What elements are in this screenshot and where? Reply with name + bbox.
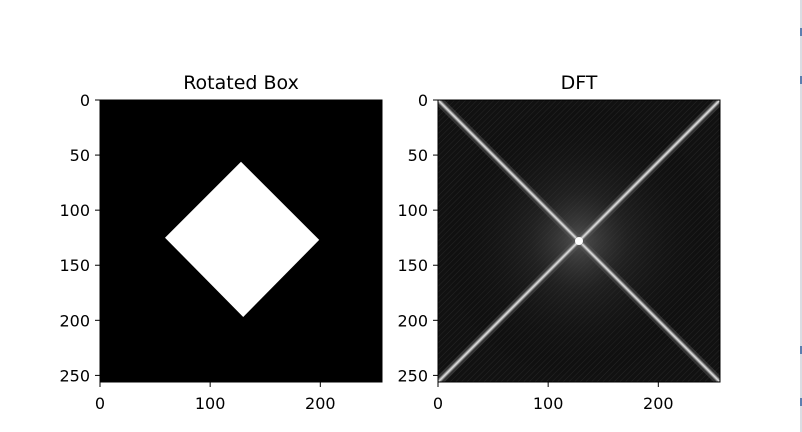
x-tick-label: 0 [95,394,105,413]
y-tick-label: 0 [418,91,428,110]
window-edge [800,0,802,432]
dft-image [438,100,720,382]
dft-center-peak [575,237,583,245]
edge-marker [800,28,802,36]
y-tick-label: 200 [397,311,428,330]
rotated-box-frame [99,99,383,383]
edge-marker [800,76,802,84]
x-tick-label: 100 [533,394,564,413]
dft-frame [437,99,721,383]
edge-marker [800,346,802,354]
y-tick-label: 100 [59,201,90,220]
x-tick-label: 0 [433,394,443,413]
y-tick-label: 150 [397,256,428,275]
dft-panel: DFT 0 100 200 0 50 100 150 200 250 [397,72,721,413]
rotated-box-ticks: 0 100 200 0 50 100 150 200 250 [59,91,335,413]
y-tick-label: 250 [59,366,90,385]
dft-title: DFT [561,72,598,94]
y-tick-label: 50 [70,146,90,165]
y-tick-label: 200 [59,311,90,330]
y-tick-label: 100 [397,201,428,220]
y-tick-label: 150 [59,256,90,275]
y-tick-label: 0 [80,91,90,110]
edge-marker [800,398,802,406]
rotated-box-shape [164,161,320,318]
x-tick-label: 200 [643,394,674,413]
x-tick-label: 100 [195,394,226,413]
dft-ticks: 0 100 200 0 50 100 150 200 250 [397,91,673,413]
rotated-box-title: Rotated Box [183,72,299,94]
y-tick-label: 50 [408,146,428,165]
x-tick-label: 200 [305,394,336,413]
y-tick-label: 250 [397,366,428,385]
rotated-box-panel: Rotated Box 0 100 200 0 50 100 150 200 250 [59,72,383,413]
